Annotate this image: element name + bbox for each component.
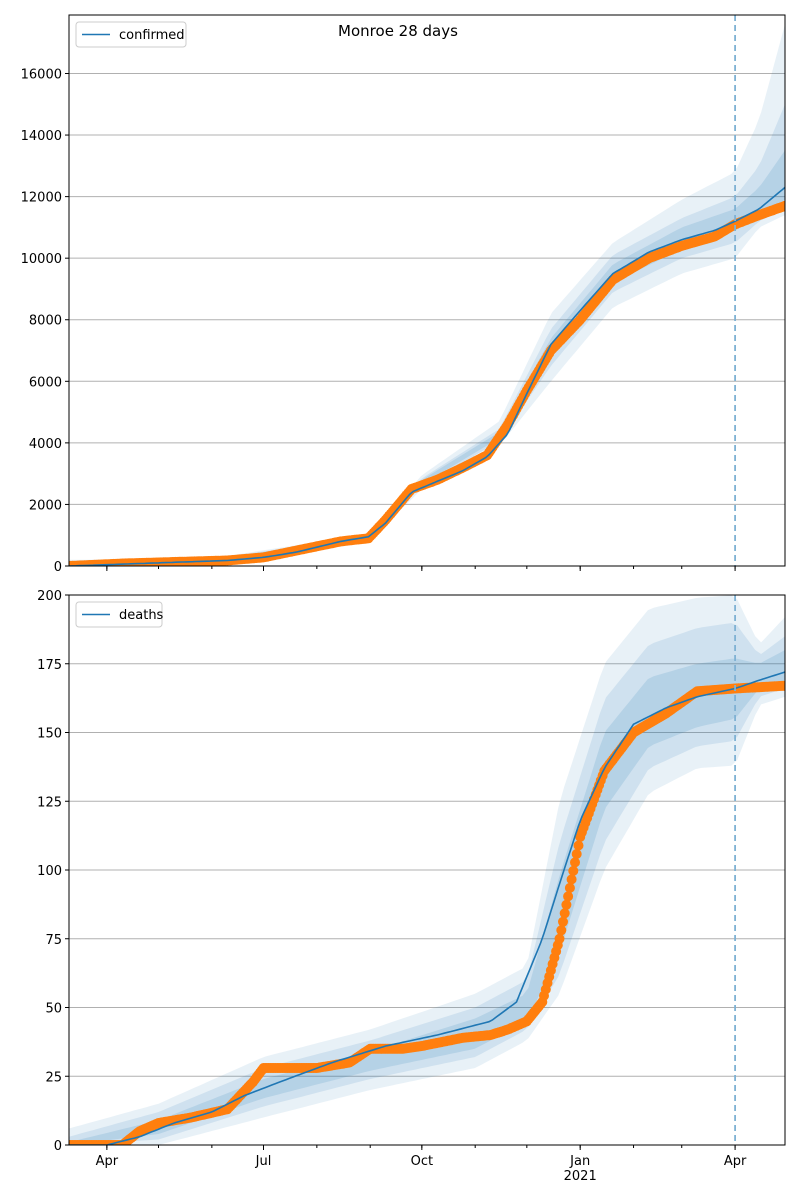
observed-point [780,200,785,211]
legend-label: deaths [119,608,164,623]
legend: confirmed [75,21,187,48]
y-tick-label: 8000 [29,314,62,329]
legend-label: confirmed [119,28,185,43]
x-tick-label: Apr [96,1154,119,1169]
legend-box [75,601,163,628]
observed-point [571,849,582,859]
y-tick-label: 0 [54,1139,62,1154]
y-tick-label: 100 [37,864,62,879]
observed-point [570,857,580,868]
y-tick-label: 25 [45,1070,62,1085]
observed-point [780,680,785,691]
y-tick-label: 175 [37,658,62,673]
observed-point [566,874,577,885]
observed-point [568,865,579,876]
y-tick-label: 10000 [21,252,62,267]
y-tick-label: 14000 [21,129,62,144]
y-tick-label: 6000 [29,375,62,390]
y-tick-label: 125 [37,795,62,810]
y-tick-label: 50 [45,1002,62,1017]
y-tick-label: 12000 [21,191,62,206]
middle-uncertainty-band [69,623,785,1145]
plot-area [69,24,785,566]
legend: deaths [75,601,164,628]
y-tick-label: 4000 [29,437,62,452]
y-tick-label: 0 [54,560,62,575]
figure-title: Monroe 28 days [338,22,458,40]
x-tick-label: Jul [255,1154,272,1169]
y-tick-label: 200 [37,589,62,604]
x-tick-label: Jan [569,1154,590,1169]
confirmed-panel: 0 2000 4000 6000 8000 10000 12000 14000 16000 con… [21,14,786,575]
observed-point [561,899,572,910]
observed-point [564,882,575,893]
model-line [69,186,785,566]
plot-area [69,595,785,1145]
model-line [69,671,785,1145]
y-tick-label: 2000 [29,498,62,513]
legend-box [75,21,187,48]
observed-points [69,680,785,1145]
outer-uncertainty-band [69,595,785,1145]
x-tick-label: Apr [724,1154,747,1169]
observed-point [573,840,584,851]
observed-point [556,925,567,936]
y-tick-label: 150 [37,727,62,742]
y-tick-label: 16000 [21,67,62,82]
x-tick-label: 2021 [564,1169,597,1184]
observed-point [563,891,574,902]
axes-frame [68,14,786,567]
observed-point [554,933,565,944]
x-tick-label: Oct [411,1154,433,1169]
observed-point [559,908,570,919]
observed-point [558,916,568,927]
y-tick-label: 75 [45,933,62,948]
